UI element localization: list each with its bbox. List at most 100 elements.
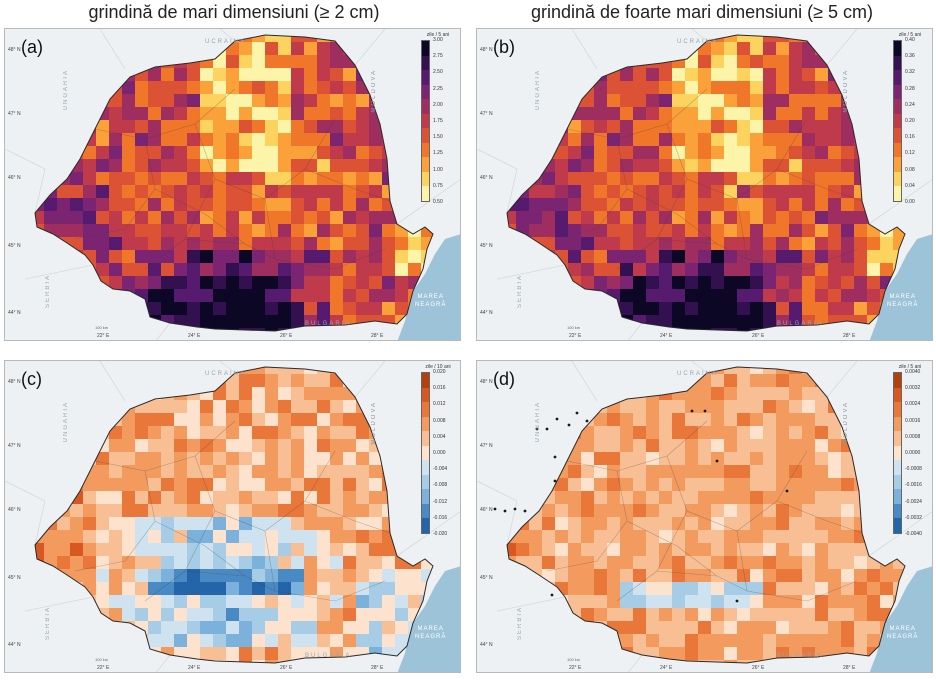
longitude-label: 26° E	[280, 333, 293, 339]
colorbar-tick: -0.020	[433, 531, 448, 537]
label-bulgaria: BULGARIA	[777, 653, 824, 659]
latitude-label: 47° N	[8, 443, 21, 449]
latitude-label: 45° N	[480, 575, 493, 581]
label-bulgaria: BULGARIA	[305, 653, 352, 659]
latitude-label: 46° N	[8, 175, 21, 181]
colorbar-tick: 1.50	[433, 134, 443, 141]
significance-dot	[545, 427, 549, 431]
colorbar-tick: -0.0024	[905, 498, 922, 505]
latitude-label: 48° N	[480, 47, 493, 53]
map-panel-b: (b) UCRAINA UNGARIA SERBIA MOLDOVA BULGARIA MA…	[476, 28, 933, 341]
latitude-label: 46° N	[480, 507, 493, 513]
panel-letter: (a)	[21, 37, 43, 57]
colorbar-tick: 0.32	[905, 69, 915, 76]
romania-outline	[34, 34, 434, 332]
romania-outline	[34, 366, 434, 664]
label-bulgaria: BULGARIA	[777, 321, 824, 327]
scale-bar-label: 100 km	[567, 657, 581, 662]
significance-dot	[585, 419, 589, 423]
label-serbia: SERBIA	[517, 606, 523, 641]
colorbar-tick: 0.20	[905, 118, 915, 124]
label-sea: MAREA NEAGRĂ	[415, 626, 447, 640]
panel-letter: (d)	[493, 369, 515, 389]
latitude-label: 44° N	[8, 642, 21, 648]
significance-dot	[715, 459, 719, 463]
significance-dot	[503, 509, 507, 513]
colorbar-unit: zile / 10 ani	[425, 364, 451, 370]
latitude-label: 47° N	[480, 443, 493, 449]
latitude-label: 45° N	[8, 575, 21, 581]
colorbar-tick: 0.0040	[905, 369, 921, 375]
significance-dot	[567, 423, 571, 427]
longitude-label: 22° E	[569, 665, 582, 671]
colorbar-tick: 0.004	[433, 433, 446, 440]
colorbar-tick: -0.016	[433, 514, 448, 521]
colorbar-tick: 0.75	[433, 182, 443, 189]
significance-dot	[550, 593, 554, 597]
latitude-label: 45° N	[8, 243, 21, 249]
title-very-large-hail: grindină de foarte mari dimensiuni (≥ 5 …	[530, 2, 874, 22]
colorbar-tick: 0.0032	[905, 385, 921, 392]
label-sea: MAREA NEAGRĂ	[887, 626, 919, 640]
longitude-label: 24° E	[188, 333, 201, 339]
label-moldova: MOLDOVA	[371, 401, 377, 445]
black-sea	[869, 234, 932, 340]
colorbar-tick: -0.0040	[905, 531, 922, 537]
romania-outline	[506, 366, 906, 664]
colorbar	[893, 40, 902, 202]
significance-dot	[703, 409, 707, 413]
colorbar-tick: 0.0000	[905, 450, 921, 456]
label-moldova: MOLDOVA	[843, 69, 849, 113]
colorbar-tick: -0.004	[433, 466, 448, 473]
latitude-label: 46° N	[8, 507, 21, 513]
colorbar-tick: 0.40	[905, 37, 915, 43]
longitude-label: 22° E	[97, 665, 110, 671]
black-sea	[869, 566, 932, 672]
latitude-label: 44° N	[480, 642, 493, 648]
longitude-label: 22° E	[97, 333, 110, 339]
colorbar-tick: 1.00	[433, 166, 443, 173]
colorbar-tick: 0.24	[905, 101, 915, 108]
colorbar-tick: 3.00	[433, 37, 443, 43]
colorbar-tick: 0.020	[433, 369, 446, 375]
map-panel-d: (d) UCRAINA UNGARIA SERBIA MOLDOVA BULGARIA MA…	[476, 360, 933, 673]
scale-bar-label: 100 km	[567, 325, 581, 330]
colorbar-tick: 2.00	[433, 101, 443, 108]
colorbar-tick: 0.008	[433, 417, 446, 424]
colorbar	[421, 40, 430, 202]
longitude-label: 24° E	[660, 333, 673, 339]
significance-dot	[690, 409, 694, 413]
colorbar-tick: 0.16	[905, 134, 915, 141]
colorbar-tick: 0.36	[905, 53, 915, 60]
latitude-label: 48° N	[480, 379, 493, 385]
significance-dot	[513, 507, 517, 511]
colorbar-unit: zile / 5 ani	[426, 32, 450, 38]
colorbar-tick: 0.04	[905, 182, 915, 189]
latitude-label: 48° N	[8, 379, 21, 385]
colorbar-tick: 0.000	[433, 450, 446, 456]
label-hungary: UNGARIA	[535, 401, 541, 443]
label-ukraine: UCRAINA	[205, 371, 247, 377]
significance-dot	[785, 489, 789, 493]
label-sea: MAREA NEAGRĂ	[415, 294, 447, 308]
title-large-hail: grindină de mari dimensiuni (≥ 2 cm)	[88, 2, 380, 22]
latitude-label: 47° N	[480, 111, 493, 117]
significance-dot	[735, 599, 739, 603]
label-serbia: SERBIA	[517, 274, 523, 309]
latitude-label: 44° N	[8, 310, 21, 316]
scale-bar-label: 100 km	[95, 325, 109, 330]
label-serbia: SERBIA	[45, 606, 51, 641]
longitude-label: 22° E	[569, 333, 582, 339]
map-svg	[5, 29, 460, 340]
panel-letter: (c)	[21, 369, 42, 389]
colorbar-tick: 2.25	[433, 85, 443, 92]
longitude-label: 24° E	[188, 665, 201, 671]
colorbar-tick: 0.016	[433, 385, 446, 392]
map-panel-a: (a) UCRAINA UNGARIA SERBIA MOLDOVA BULGARIA MA…	[4, 28, 461, 341]
colorbar-tick: 0.12	[905, 150, 915, 157]
map-svg	[5, 361, 460, 672]
label-ukraine: UCRAINA	[677, 371, 719, 377]
label-bulgaria: BULGARIA	[305, 321, 352, 327]
label-hungary: UNGARIA	[535, 69, 541, 111]
significance-dot	[535, 427, 539, 431]
